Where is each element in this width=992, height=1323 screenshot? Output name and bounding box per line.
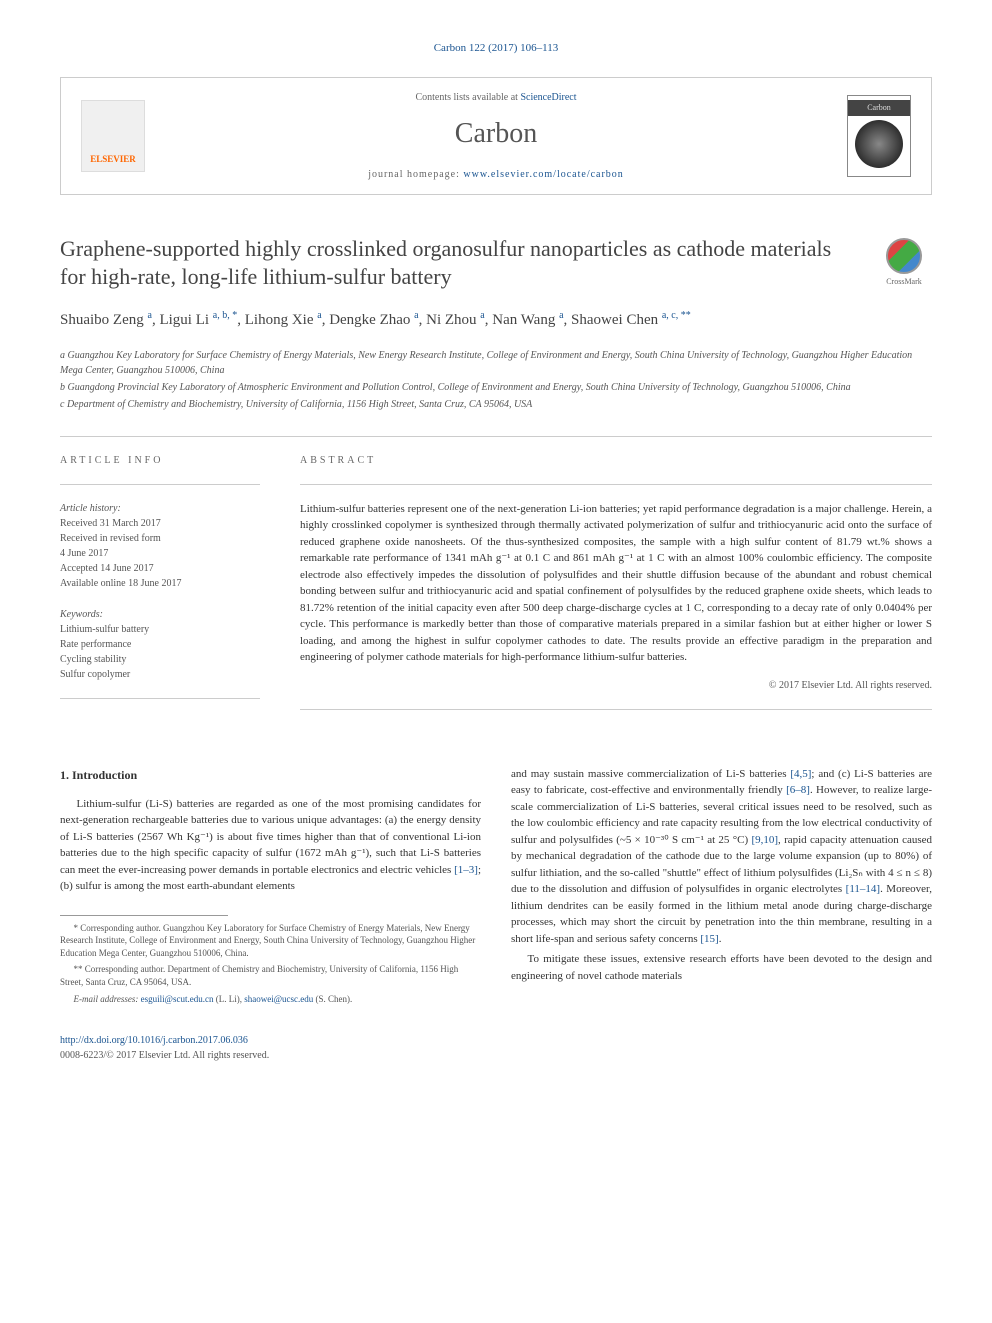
abstract-text: Lithium-sulfur batteries represent one o…	[300, 501, 932, 666]
banner-center: Contents lists available at ScienceDirec…	[165, 90, 827, 182]
keyword: Rate performance	[60, 637, 260, 652]
history-item: Accepted 14 June 2017	[60, 561, 260, 576]
footnote: * Corresponding author. Guangzhou Key La…	[60, 922, 481, 960]
keyword: Sulfur copolymer	[60, 667, 260, 682]
citation-header: Carbon 122 (2017) 106–113	[60, 40, 932, 57]
reference-link[interactable]: [9,10]	[751, 834, 778, 846]
elsevier-logo: ELSEVIER	[81, 100, 145, 172]
reference-link[interactable]: [6–8]	[786, 784, 810, 796]
body-columns: 1. Introduction Lithium-sulfur (Li-S) ba…	[60, 766, 932, 1010]
footnote: ** Corresponding author. Department of C…	[60, 963, 481, 988]
separator	[60, 484, 260, 485]
authors: Shuaibo Zeng a, Ligui Li a, b, *, Lihong…	[60, 308, 932, 332]
issn-line: 0008-6223/© 2017 Elsevier Ltd. All right…	[60, 1050, 269, 1061]
abstract-copyright: © 2017 Elsevier Ltd. All rights reserved…	[300, 678, 932, 693]
separator	[60, 436, 932, 437]
cover-graphic-icon	[855, 120, 903, 168]
footnote-text: (L. Li),	[213, 994, 244, 1004]
keyword: Cycling stability	[60, 652, 260, 667]
footnote: E-mail addresses: esguili@scut.edu.cn (L…	[60, 993, 481, 1006]
homepage-line: journal homepage: www.elsevier.com/locat…	[165, 167, 827, 182]
email-link[interactable]: shaowei@ucsc.edu	[244, 994, 313, 1004]
homepage-link[interactable]: www.elsevier.com/locate/carbon	[463, 169, 623, 180]
reference-link[interactable]: [15]	[700, 933, 718, 945]
body-text: .	[719, 933, 722, 945]
footnote-text: (S. Chen).	[313, 994, 352, 1004]
keyword: Lithium-sulfur battery	[60, 622, 260, 637]
body-text: and may sustain massive commercializatio…	[511, 768, 790, 780]
journal-cover-thumbnail: Carbon	[847, 95, 911, 177]
body-column-right: and may sustain massive commercializatio…	[511, 766, 932, 1010]
separator	[300, 709, 932, 710]
reference-link[interactable]: [4,5]	[790, 768, 811, 780]
sciencedirect-link[interactable]: ScienceDirect	[520, 92, 576, 103]
history-label: Article history:	[60, 501, 260, 516]
separator	[300, 484, 932, 485]
article-title: Graphene-supported highly crosslinked or…	[60, 235, 856, 292]
doi-footer: http://dx.doi.org/10.1016/j.carbon.2017.…	[60, 1033, 932, 1063]
contents-prefix: Contents lists available at	[415, 92, 520, 103]
section-heading-introduction: 1. Introduction	[60, 766, 481, 784]
doi-link[interactable]: http://dx.doi.org/10.1016/j.carbon.2017.…	[60, 1035, 248, 1046]
info-abstract-row: ARTICLE INFO Article history: Received 3…	[60, 453, 932, 726]
history-item: 4 June 2017	[60, 546, 260, 561]
affiliation: b Guangdong Provincial Key Laboratory of…	[60, 380, 932, 395]
body-paragraph: Lithium-sulfur (Li-S) batteries are rega…	[60, 796, 481, 895]
crossmark-icon	[886, 238, 922, 274]
reference-link[interactable]: [11–14]	[846, 883, 880, 895]
history-item: Received 31 March 2017	[60, 516, 260, 531]
journal-name: Carbon	[165, 113, 827, 155]
crossmark-label: CrossMark	[886, 276, 922, 288]
journal-banner: ELSEVIER Contents lists available at Sci…	[60, 77, 932, 195]
history-item: Available online 18 June 2017	[60, 576, 260, 591]
title-row: Graphene-supported highly crosslinked or…	[60, 235, 932, 292]
affiliations: a Guangzhou Key Laboratory for Surface C…	[60, 348, 932, 412]
affiliation: c Department of Chemistry and Biochemist…	[60, 397, 932, 412]
contents-line: Contents lists available at ScienceDirec…	[165, 90, 827, 105]
crossmark-badge[interactable]: CrossMark	[876, 235, 932, 291]
abstract-column: ABSTRACT Lithium-sulfur batteries repres…	[300, 453, 932, 726]
footnote-label: E-mail addresses:	[74, 994, 141, 1004]
body-column-left: 1. Introduction Lithium-sulfur (Li-S) ba…	[60, 766, 481, 1010]
cover-label: Carbon	[848, 100, 910, 116]
abstract-label: ABSTRACT	[300, 453, 932, 468]
reference-link[interactable]: [1–3]	[454, 864, 478, 876]
body-text: Lithium-sulfur (Li-S) batteries are rega…	[60, 798, 481, 876]
body-paragraph: and may sustain massive commercializatio…	[511, 766, 932, 948]
article-info-label: ARTICLE INFO	[60, 453, 260, 468]
affiliation: a Guangzhou Key Laboratory for Surface C…	[60, 348, 932, 378]
history-item: Received in revised form	[60, 531, 260, 546]
keywords-label: Keywords:	[60, 607, 260, 622]
body-paragraph: To mitigate these issues, extensive rese…	[511, 951, 932, 984]
separator	[60, 698, 260, 699]
article-info: ARTICLE INFO Article history: Received 3…	[60, 453, 260, 726]
homepage-prefix: journal homepage:	[368, 169, 463, 180]
footnote-separator	[60, 915, 228, 916]
email-link[interactable]: esguili@scut.edu.cn	[141, 994, 214, 1004]
